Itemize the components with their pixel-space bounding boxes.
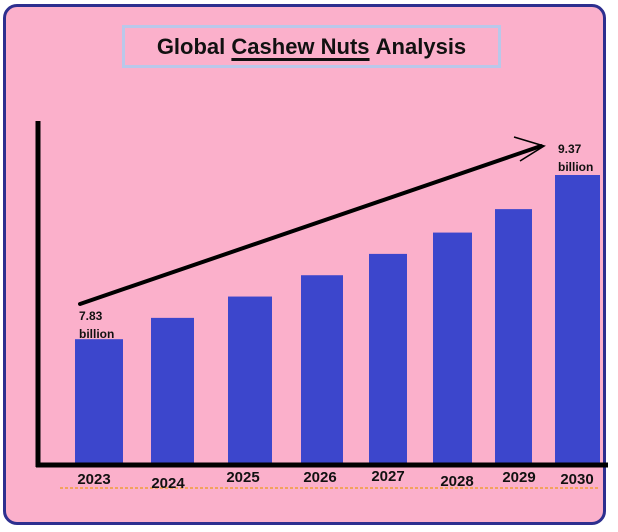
bar-2025 [228, 296, 272, 465]
x-tick-label: 2027 [371, 468, 404, 485]
trend-arrow [78, 144, 543, 306]
title-highlight: Cashew Nuts [231, 33, 370, 59]
x-tick-label: 2026 [303, 469, 336, 486]
x-tick-label: 2024 [151, 475, 185, 492]
data-label-value-2030: 9.37 [558, 142, 582, 156]
bar-2027 [369, 253, 407, 465]
x-tick-label: 2029 [502, 469, 535, 486]
bar-2023 [75, 339, 123, 465]
title-prefix: Global [156, 33, 226, 59]
bar-2029 [495, 209, 532, 465]
data-label-unit-2023: billion [79, 327, 114, 341]
data-label-value-2023: 7.83 [79, 309, 103, 323]
title-suffix: Analysis [375, 33, 467, 59]
x-tick-label: 2025 [226, 469, 259, 486]
bar-2026 [301, 275, 343, 465]
bar-2030 [555, 175, 600, 465]
chart-title: Global Cashew Nuts Analysis [122, 25, 501, 68]
bar-2024 [151, 317, 194, 465]
data-label-unit-2030: billion [558, 160, 593, 174]
trend-arrow-head [513, 136, 546, 162]
x-tick-label: 2030 [560, 471, 593, 488]
x-tick-label: 2023 [77, 471, 110, 488]
x-tick-label: 2028 [440, 473, 473, 490]
bar-2028 [433, 232, 472, 465]
